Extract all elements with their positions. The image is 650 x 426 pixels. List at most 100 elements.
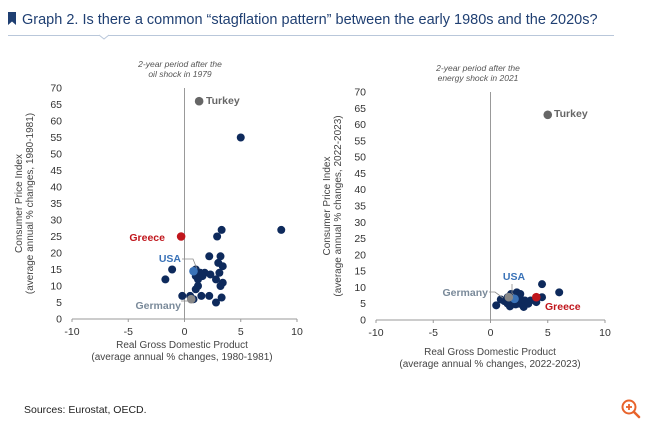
country-label-usa: USA (503, 271, 526, 283)
x-tick-label: 5 (238, 326, 244, 338)
data-point (524, 299, 533, 308)
y-tick-label: 25 (50, 231, 62, 243)
y-tick-label: 55 (50, 132, 62, 144)
y-tick-label: 65 (354, 103, 366, 115)
country-label-germany: Germany (442, 287, 488, 299)
data-point (217, 293, 226, 302)
x-tick-label: -10 (368, 327, 383, 339)
y-axis-label: Consumer Price Index (322, 157, 333, 256)
y-tick-label: 35 (354, 201, 366, 213)
data-point (205, 252, 214, 261)
graph-title: Graph 2. Is there a common “stagflation … (22, 12, 598, 28)
y-tick-label: 15 (354, 266, 366, 278)
y-tick-label: 0 (360, 315, 366, 327)
y-tick-label: 45 (354, 168, 366, 180)
y-tick-label: 25 (354, 233, 366, 245)
y-tick-label: 30 (354, 217, 366, 229)
country-label-greece: Greece (129, 232, 165, 244)
data-point (215, 268, 224, 277)
x-tick-label: -10 (64, 326, 79, 338)
data-point (236, 133, 245, 142)
x-tick-label: -5 (124, 326, 133, 338)
title-divider (8, 35, 614, 36)
y-tick-label: 40 (50, 182, 62, 194)
data-point (277, 225, 286, 234)
y-tick-label: 0 (56, 314, 62, 326)
y-tick-label: 60 (354, 119, 366, 131)
y-tick-label: 70 (50, 83, 62, 95)
highlight-point-greece (532, 292, 541, 302)
highlight-point-germany (504, 292, 514, 302)
chart-annotation: oil shock in 1979 (148, 69, 212, 79)
y-tick-label: 55 (354, 135, 366, 147)
x-tick-label: 0 (488, 327, 494, 339)
chart-annotation: 2-year period after the (435, 63, 520, 73)
x-tick-label: 10 (599, 327, 611, 339)
graph-header: Graph 2. Is there a common “stagflation … (8, 10, 614, 34)
y-axis-label: Consumer Price Index (14, 154, 25, 253)
data-point (212, 275, 220, 284)
y-tick-label: 70 (354, 87, 366, 99)
y-tick-label: 10 (354, 282, 366, 294)
country-label-germany: Germany (135, 300, 181, 312)
data-point (205, 291, 214, 300)
y-tick-label: 20 (50, 248, 62, 260)
leader-line (182, 258, 198, 270)
highlight-point-turkey (543, 110, 553, 120)
data-point (217, 225, 226, 234)
data-point (168, 265, 177, 274)
data-point (218, 262, 227, 271)
highlight-point-turkey (194, 96, 204, 106)
chart-annotation: 2-year period after the (137, 59, 222, 69)
divider-notch (99, 34, 109, 40)
x-tick-label: 0 (182, 326, 188, 338)
data-point (555, 288, 564, 297)
leader-line (489, 291, 504, 299)
highlight-point-greece (176, 232, 186, 241)
y-tick-label: 35 (50, 198, 62, 210)
data-point (198, 272, 207, 281)
data-point (216, 282, 225, 290)
data-point (492, 301, 501, 310)
x-axis-label: (average annual % changes, 2022-2023) (399, 359, 580, 370)
data-point (212, 298, 220, 307)
data-point (161, 275, 170, 284)
country-label-turkey: Turkey (554, 108, 588, 120)
country-label-turkey: Turkey (206, 95, 240, 107)
y-axis-label: (average annual % changes, 2022-2023) (333, 115, 344, 296)
y-tick-label: 20 (354, 249, 366, 261)
x-axis-label: Real Gross Domestic Product (116, 340, 248, 351)
x-axis-label: Real Gross Domestic Product (424, 347, 556, 358)
zoom-in-icon[interactable] (620, 398, 642, 425)
y-tick-label: 40 (354, 184, 366, 196)
y-tick-label: 65 (50, 99, 62, 111)
highlight-point-germany (186, 294, 196, 304)
data-point (216, 252, 225, 261)
data-point (197, 291, 206, 300)
y-tick-label: 50 (354, 152, 366, 164)
chart-annotation: energy shock in 2021 (438, 73, 519, 83)
x-tick-label: 10 (291, 326, 303, 338)
y-tick-label: 50 (50, 149, 62, 161)
y-axis-label: (average annual % changes, 1980-1981) (25, 113, 36, 294)
x-tick-label: 5 (545, 327, 551, 339)
y-tick-label: 5 (360, 298, 366, 310)
source-note: Sources: Eurostat, OECD. (24, 404, 147, 416)
y-tick-label: 60 (50, 116, 62, 128)
data-point (206, 270, 215, 279)
y-tick-label: 10 (50, 281, 62, 293)
y-tick-label: 5 (56, 297, 62, 309)
x-tick-label: -5 (429, 327, 438, 339)
highlight-point-usa (189, 266, 198, 276)
data-point (538, 280, 547, 289)
data-point (194, 282, 202, 290)
y-tick-label: 45 (50, 165, 62, 177)
data-point (178, 291, 187, 300)
y-tick-label: 15 (50, 264, 62, 276)
y-tick-label: 30 (50, 215, 62, 227)
data-point (213, 232, 222, 241)
country-label-greece: Greece (545, 301, 581, 313)
